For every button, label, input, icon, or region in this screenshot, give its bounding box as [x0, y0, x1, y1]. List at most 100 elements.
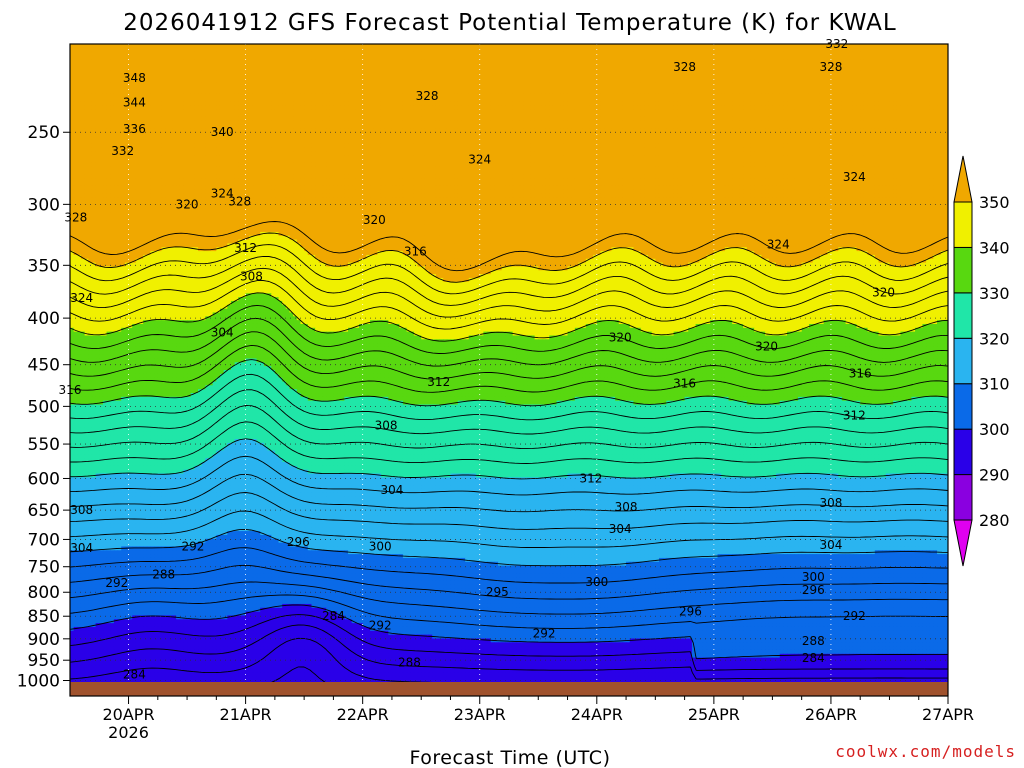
contour-cell — [857, 52, 861, 56]
contour-cell — [454, 48, 458, 52]
contour-cell — [780, 48, 784, 52]
contour-cell — [546, 56, 550, 60]
contour-cell — [930, 44, 934, 48]
contour-cell — [930, 56, 934, 60]
contour-cell — [787, 48, 791, 52]
contour-cell — [911, 56, 915, 60]
contour-cell — [611, 56, 615, 60]
contour-cell — [582, 52, 586, 56]
contour-cell — [868, 52, 872, 56]
contour-cell — [220, 56, 224, 60]
contour-cell — [132, 52, 136, 56]
contour-cell — [238, 44, 242, 48]
contour-cell — [809, 52, 813, 56]
contour-cell — [326, 52, 330, 56]
contour-cell — [491, 56, 495, 60]
contour-cell — [418, 52, 422, 56]
contour-cell — [202, 44, 206, 48]
contour-cell — [388, 44, 392, 48]
contour-cell — [747, 56, 751, 60]
contour-cell — [187, 48, 191, 52]
contour-cell — [341, 48, 345, 52]
contour-cell — [849, 52, 853, 56]
contour-cell — [860, 48, 864, 52]
contour-cell — [107, 59, 111, 63]
contour-cell — [487, 56, 491, 60]
contour-cell — [505, 52, 509, 56]
contour-cell — [330, 48, 334, 52]
contour-cell — [231, 48, 235, 52]
contour-cell — [707, 44, 711, 48]
contour-cell — [857, 48, 861, 52]
contour-cell — [919, 52, 923, 56]
contour-cell — [88, 48, 92, 52]
contour-cell — [772, 56, 776, 60]
contour-cell — [622, 52, 626, 56]
contour-cell — [297, 48, 301, 52]
contour-cell — [443, 56, 447, 60]
contour-cell — [308, 52, 312, 56]
contour-cell — [385, 44, 389, 48]
contour-cell — [118, 48, 122, 52]
contour-cell — [103, 48, 107, 52]
contour-cell — [875, 52, 879, 56]
contour-cell — [674, 52, 678, 56]
contour-cell — [648, 44, 652, 48]
contour-cell — [103, 44, 107, 48]
contour-cell — [286, 48, 290, 52]
contour-cell — [96, 52, 100, 56]
contour-cell — [450, 44, 454, 48]
contour-cell — [286, 44, 290, 48]
contour-cell — [242, 52, 246, 56]
contour-cell — [586, 44, 590, 48]
contour-cell — [432, 48, 436, 52]
contour-cell — [227, 52, 231, 56]
contour-cell — [527, 44, 531, 48]
contour-cell — [220, 52, 224, 56]
contour-cell — [889, 52, 893, 56]
contour-cell — [897, 52, 901, 56]
contour-cell — [319, 48, 323, 52]
contour-cell — [780, 44, 784, 48]
contour-cell — [293, 48, 297, 52]
contour-cell — [370, 52, 374, 56]
contour-cell — [132, 44, 136, 48]
contour-cell — [202, 48, 206, 52]
contour-cell — [418, 44, 422, 48]
contour-cell — [875, 56, 879, 60]
contour-cell — [458, 48, 462, 52]
contour-cell — [121, 52, 125, 56]
contour-cell — [524, 48, 528, 52]
contour-cell — [494, 52, 498, 56]
contour-cell — [871, 48, 875, 52]
contour-cell — [575, 44, 579, 48]
contour-cell — [487, 52, 491, 56]
contour-cell — [626, 56, 630, 60]
contour-cell — [461, 56, 465, 60]
contour-cell — [439, 44, 443, 48]
contour-cell — [575, 52, 579, 56]
contour-cell — [180, 44, 184, 48]
contour-cell — [81, 44, 85, 48]
contour-cell — [260, 48, 264, 52]
contour-cell — [388, 56, 392, 60]
contour-cell — [483, 56, 487, 60]
contour-cell — [198, 44, 202, 48]
contour-cell — [747, 44, 751, 48]
contour-cell — [304, 56, 308, 60]
contour-cell — [366, 52, 370, 56]
contour-cell — [732, 56, 736, 60]
contour-cell — [725, 52, 729, 56]
contour-cell — [421, 56, 425, 60]
contour-cell — [941, 48, 945, 52]
contour-cell — [589, 44, 593, 48]
contour-cell — [911, 44, 915, 48]
contour-cell — [579, 48, 583, 52]
contour-cell — [187, 52, 191, 56]
contour-cell — [220, 44, 224, 48]
contour-cell — [769, 48, 773, 52]
contour-cell — [655, 56, 659, 60]
contour-cell — [450, 48, 454, 52]
contour-cell — [911, 48, 915, 52]
contour-cell — [813, 56, 817, 60]
